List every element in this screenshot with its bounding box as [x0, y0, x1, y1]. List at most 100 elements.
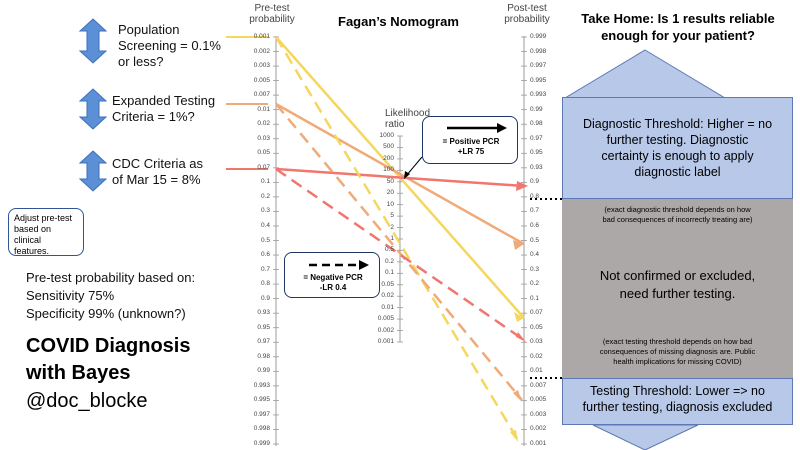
posttest-tick-label: 0.05 [530, 323, 543, 331]
pretest-tick-label: 0.8 [260, 280, 270, 288]
cdc-double-arrow-icon [78, 150, 108, 192]
expanded-positive-line [275, 102, 525, 246]
cdc-positive-line [275, 167, 525, 188]
negative-pcr-legend: = Negative PCR -LR 0.4 [284, 252, 380, 298]
posttest-tick-label: 0.03 [530, 338, 543, 346]
posttest-tick-label: 0.97 [530, 134, 543, 142]
posttest-tick-label: 0.007 [530, 381, 547, 389]
posttest-tick-label: 0.999 [530, 33, 547, 40]
negative-pcr-text: = Negative PCR -LR 0.4 [303, 273, 363, 292]
posttest-tick-label: 0.6 [530, 221, 540, 229]
cdc-positive-arrowhead [516, 181, 528, 191]
population-double-arrow-icon [78, 18, 108, 64]
pretest-tick-label: 0.993 [253, 381, 270, 389]
diagnostic-threshold-note: (exact diagnostic threshold depends on h… [602, 205, 753, 224]
testing-threshold-box: Testing Threshold: Lower => no further t… [562, 378, 793, 425]
not-confirmed-text: Not confirmed or excluded, need further … [599, 268, 756, 301]
pretest-tick-label: 0.007 [253, 91, 270, 99]
posttest-tick-label: 0.997 [530, 62, 547, 70]
cdc-negative-arrowhead [516, 332, 526, 342]
pretest-tick-label: 0.98 [257, 352, 270, 360]
pretest-tick-label: 0.7 [260, 265, 270, 273]
pretest-tick-label: 0.002 [253, 47, 270, 55]
posttest-tick-label: 0.07 [530, 309, 543, 317]
posttest-tick-label: 0.7 [530, 207, 540, 215]
pretest-tick-label: 0.99 [257, 367, 270, 375]
posttest-tick-label: 0.005 [530, 396, 547, 404]
pretest-tick-label: 0.9 [260, 294, 270, 302]
posttest-axis-label: Post-test probability [504, 3, 550, 25]
expanded-negative-line [275, 103, 523, 401]
lr-tick-label: 10 [386, 200, 394, 208]
posttest-tick-label: 0.9 [530, 178, 540, 186]
lr-tick-label: 0.5 [384, 246, 394, 254]
pretest-tick-group [273, 36, 279, 445]
pretest-tick-label: 0.07 [257, 163, 270, 171]
pretest-tick-label: 0.3 [260, 207, 270, 215]
posttest-tick-label: 0.8 [530, 192, 540, 200]
lr-tick-label: 0.1 [384, 269, 394, 277]
testing-threshold-text: Testing Threshold: Lower => no further t… [582, 384, 773, 414]
posttest-tick-label: 0.01 [530, 367, 543, 375]
lr-tick-label: 0.005 [377, 315, 394, 323]
population-negative-arrowhead [510, 430, 518, 442]
main-title-line1: COVID Diagnosis [26, 335, 191, 357]
population-positive-arrowhead [514, 312, 524, 322]
lr-tick-label: 0.01 [381, 303, 394, 311]
main-title-line2: with Bayes [26, 362, 131, 384]
take-home-title: Take Home: Is 1 results reliable enough … [581, 11, 775, 43]
lr-tick-label: 0.02 [381, 292, 394, 300]
pretest-tick-label: 0.2 [260, 192, 270, 200]
lr-tick-group [397, 135, 403, 343]
cdc-criteria-label: CDC Criteria as of Mar 15 = 8% [112, 156, 204, 187]
expanded-negative-arrowhead [513, 390, 522, 402]
population-screening-label: Population Screening = 0.1% or less? [118, 22, 221, 69]
lr-tick-label: 500 [383, 143, 394, 151]
pretest-tick-label: 0.6 [260, 251, 270, 259]
specificity-text: Specificity 99% (unknown?) [26, 306, 186, 321]
pretest-tick-label: 0.995 [253, 396, 270, 404]
lr-tick-label: 50 [386, 177, 394, 185]
lr-tick-label: 0.05 [381, 280, 394, 288]
diagnostic-threshold-box: Diagnostic Threshold: Higher = no furthe… [562, 97, 793, 199]
pretest-tick-label: 0.03 [257, 134, 270, 142]
author-handle[interactable]: @doc_blocke [26, 390, 148, 412]
posttest-tick-label: 0.001 [530, 440, 547, 447]
nomogram-title: Fagan’s Nomogram [338, 14, 459, 29]
blue-down-arrow-shape [592, 424, 699, 450]
not-confirmed-box: (exact diagnostic threshold depends on h… [562, 199, 793, 378]
positive-pcr-legend: = Positive PCR +LR 75 [422, 116, 518, 164]
pretest-tick-label: 0.01 [257, 105, 270, 113]
pretest-tick-label: 0.999 [253, 440, 270, 447]
lr75-pointer-line [405, 156, 423, 177]
population-negative-line [274, 36, 520, 441]
lr-tick-label: 0.002 [377, 326, 394, 334]
blue-up-arrow-shape [563, 49, 727, 101]
lr-axis-label: Likelihood ratio [385, 108, 431, 130]
lr-tick-label: 20 [386, 189, 394, 197]
positive-pcr-text: = Positive PCR +LR 75 [442, 137, 500, 156]
lr-tick-label: 0.2 [384, 257, 394, 265]
posttest-tick-label: 0.5 [530, 236, 540, 244]
lr75-pointer-head [404, 171, 410, 179]
lr-tick-label: 1000 [379, 132, 394, 139]
lr-tick-label: 100 [383, 166, 394, 174]
pretest-heading: Pre-test probability based on: [26, 270, 196, 285]
posttest-tick-label: 0.3 [530, 265, 540, 273]
posttest-tick-label: 0.95 [530, 149, 543, 157]
posttest-tick-label: 0.4 [530, 251, 540, 259]
pretest-tick-label: 0.005 [253, 76, 270, 84]
lr-tick-label: 2 [390, 223, 394, 231]
sensitivity-text: Sensitivity 75% [26, 288, 115, 303]
posttest-tick-label: 0.2 [530, 280, 540, 288]
dashed-arrow-icon [309, 260, 369, 270]
cdc-negative-line [275, 167, 525, 342]
lr-tick-label: 200 [383, 154, 394, 162]
pretest-tick-label: 0.93 [257, 309, 270, 317]
posttest-tick-label: 0.993 [530, 91, 547, 99]
pretest-tick-label: 0.05 [257, 149, 270, 157]
posttest-tick-label: 0.1 [530, 294, 540, 302]
pretest-tick-label: 0.97 [257, 338, 270, 346]
posttest-tick-label: 0.003 [530, 410, 547, 418]
